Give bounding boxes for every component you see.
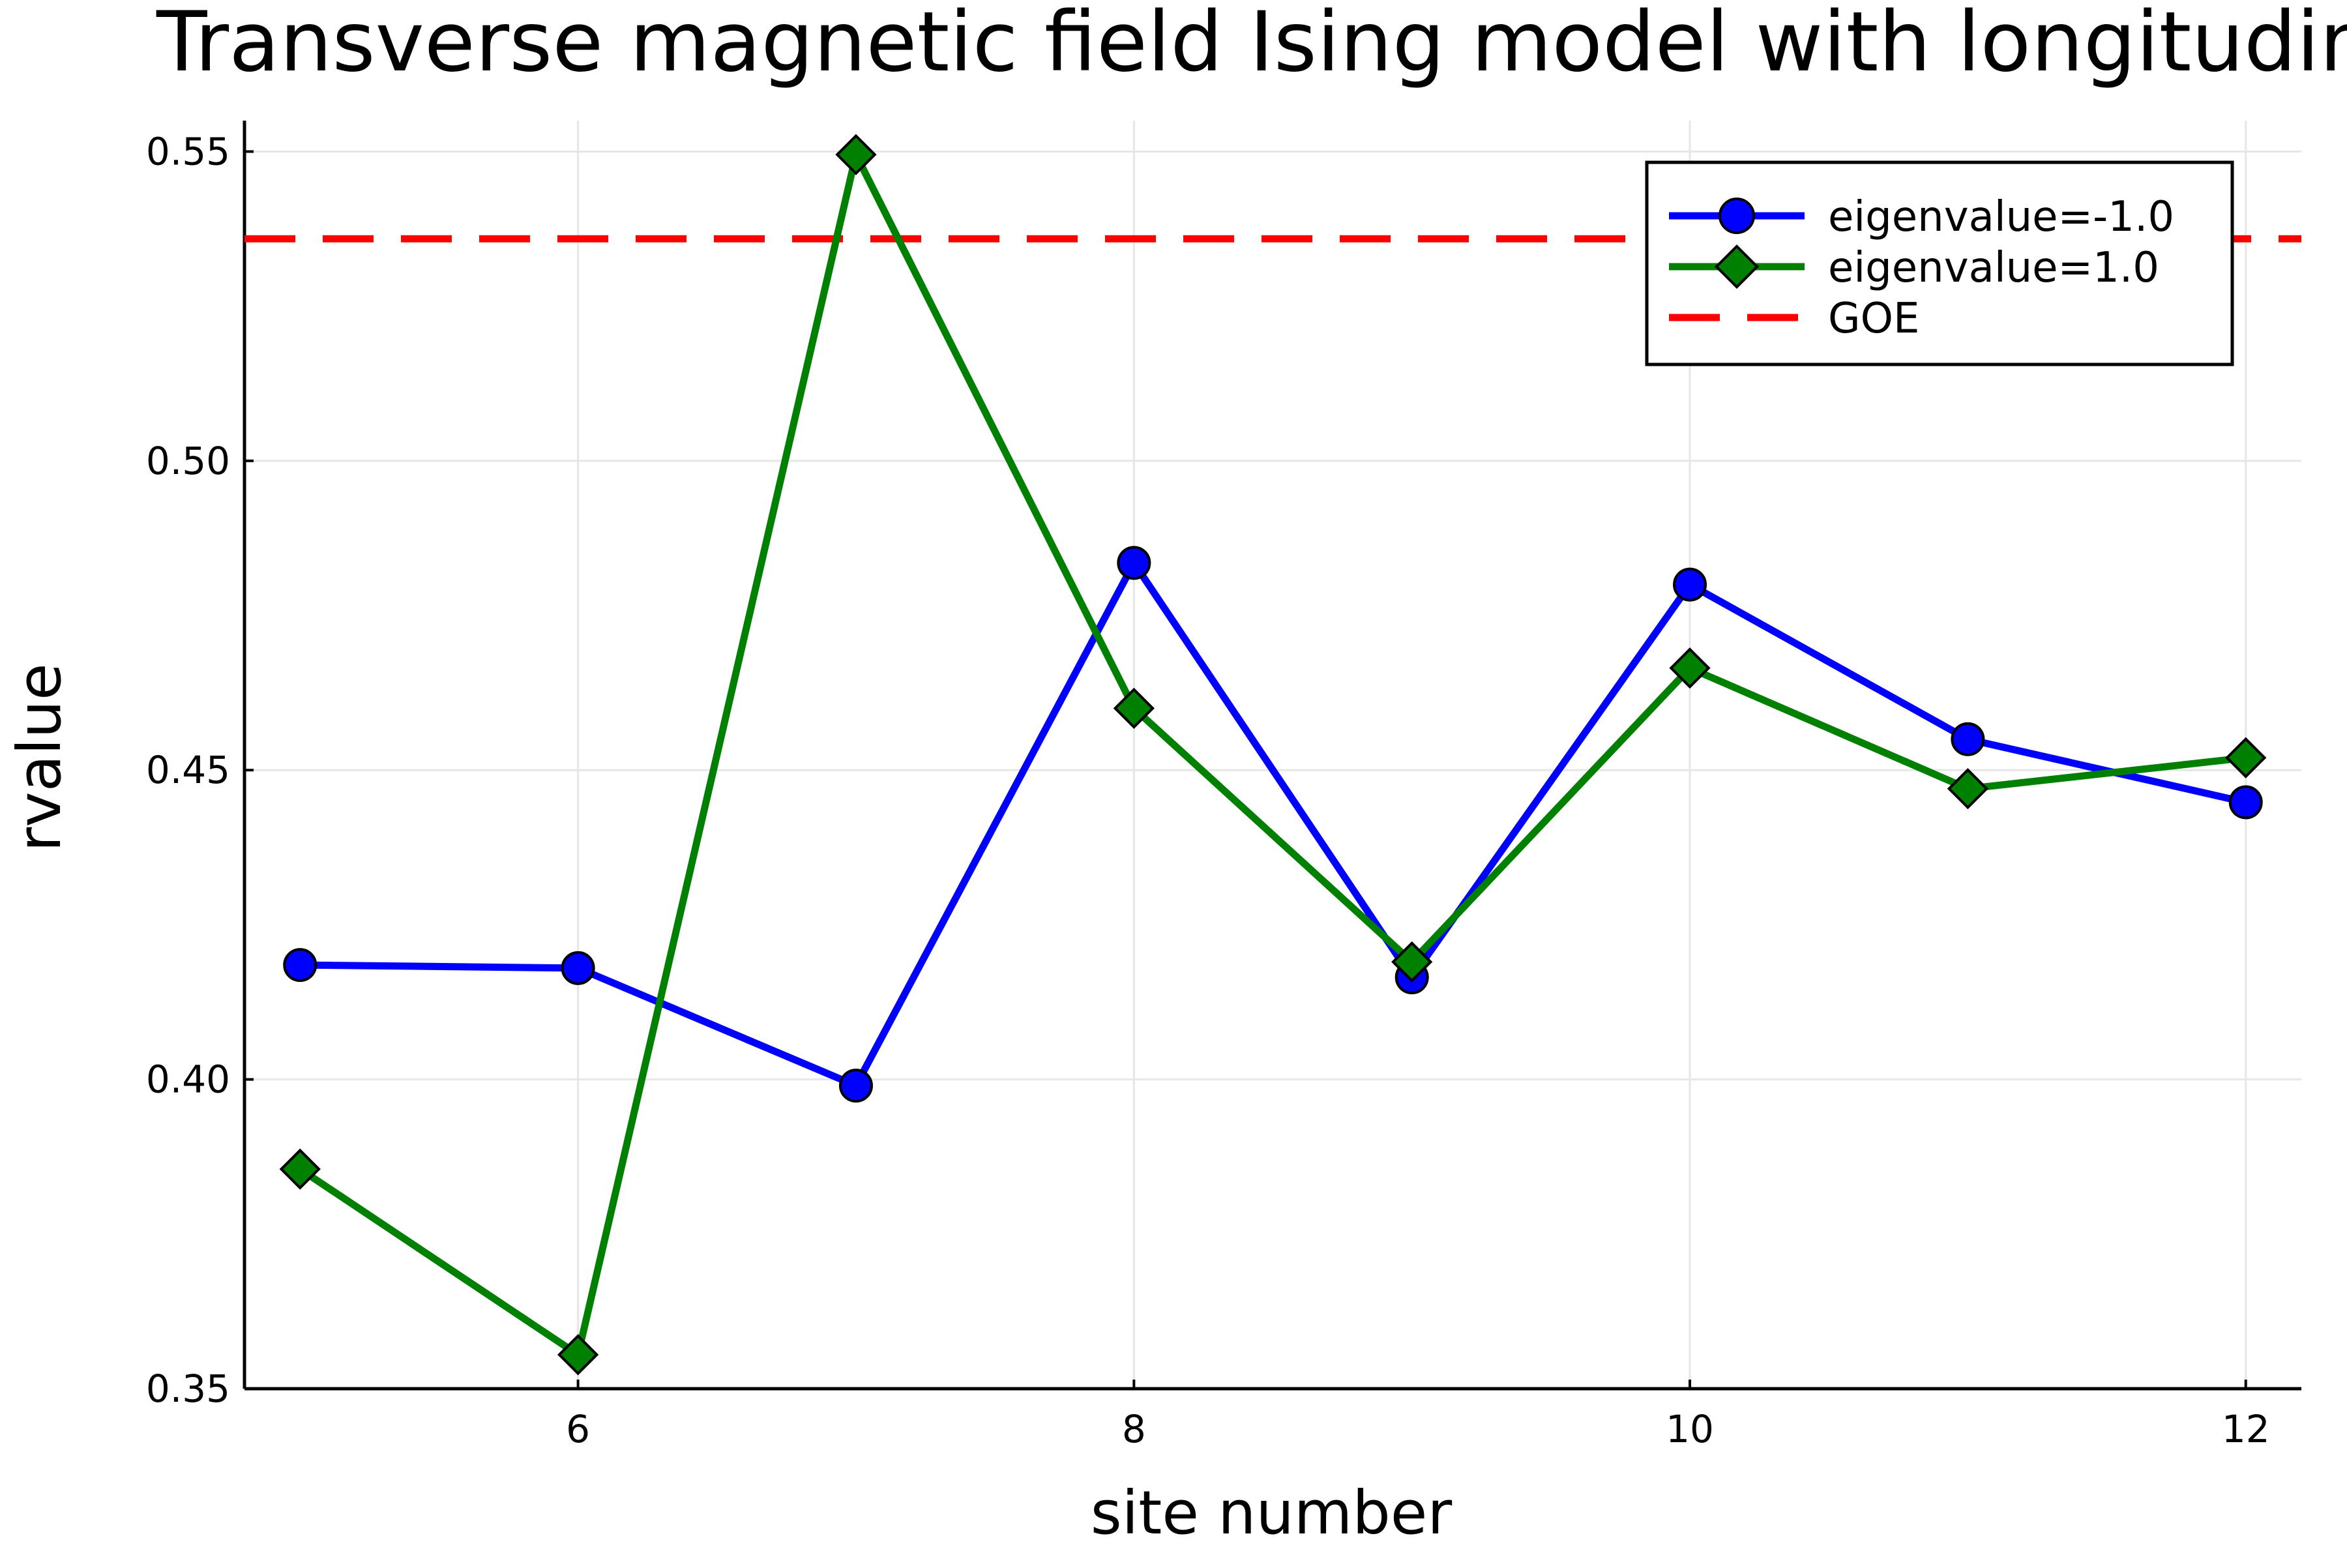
legend-item-2: eigenvalue=1.0 bbox=[1669, 244, 2159, 292]
series-1-point-2 bbox=[838, 1069, 873, 1103]
legend-label-1: eigenvalue=-1.0 bbox=[1828, 193, 2174, 241]
x-tick-label-3: 12 bbox=[2222, 1407, 2270, 1451]
series-1-point-3 bbox=[1117, 546, 1151, 580]
axes bbox=[243, 121, 2301, 1391]
series-2-point-3 bbox=[1113, 687, 1155, 729]
series-2-point-2 bbox=[835, 134, 877, 175]
legend-swatch-marker-2 bbox=[1714, 244, 1760, 289]
series-1-point-6 bbox=[1951, 722, 1985, 756]
series-2-point-7 bbox=[2225, 737, 2267, 778]
series-1 bbox=[283, 546, 2263, 1103]
legend-label-2: eigenvalue=1.0 bbox=[1828, 244, 2159, 292]
y-axis-label: rvalue bbox=[5, 663, 74, 851]
series-2 bbox=[279, 134, 2267, 1376]
series-1-point-1 bbox=[561, 951, 595, 985]
series-1-point-0 bbox=[283, 948, 317, 983]
legend-swatch-marker-1 bbox=[1719, 198, 1755, 234]
series-2-point-6 bbox=[1947, 768, 1989, 810]
y-tick-label-0: 0.35 bbox=[146, 1367, 230, 1411]
series-2-point-0 bbox=[279, 1148, 321, 1190]
legend-label-3: GOE bbox=[1828, 295, 1919, 343]
series-line-1 bbox=[300, 559, 2247, 1089]
y-tick-label-1: 0.40 bbox=[146, 1058, 230, 1102]
y-axis-ticks: 0.35 0.40 0.45 0.50 0.55 bbox=[146, 129, 254, 1411]
series-group bbox=[279, 134, 2267, 1376]
x-tick-label-2: 10 bbox=[1666, 1407, 1714, 1451]
series-1-point-7 bbox=[2228, 785, 2263, 820]
x-tick-label-0: 6 bbox=[566, 1407, 590, 1451]
series-1-point-5 bbox=[1673, 567, 1707, 602]
y-tick-label-4: 0.55 bbox=[146, 129, 230, 173]
legend-item-1: eigenvalue=-1.0 bbox=[1669, 193, 2174, 241]
y-tick-label-2: 0.45 bbox=[146, 748, 230, 792]
x-tick-label-1: 8 bbox=[1122, 1407, 1146, 1451]
chart-title: Transverse magnetic field Ising model wi… bbox=[156, 0, 2347, 90]
y-tick-label-3: 0.50 bbox=[146, 439, 230, 483]
series-2-point-1 bbox=[557, 1334, 599, 1376]
x-axis-ticks: 6 8 10 12 bbox=[566, 1380, 2270, 1451]
series-2-point-5 bbox=[1669, 647, 1711, 689]
legend-item-3: GOE bbox=[1669, 295, 1919, 343]
series-line-2 bbox=[298, 151, 2247, 1359]
x-axis-label: site number bbox=[1091, 1478, 1453, 1548]
series-2-point-4 bbox=[1391, 941, 1433, 983]
